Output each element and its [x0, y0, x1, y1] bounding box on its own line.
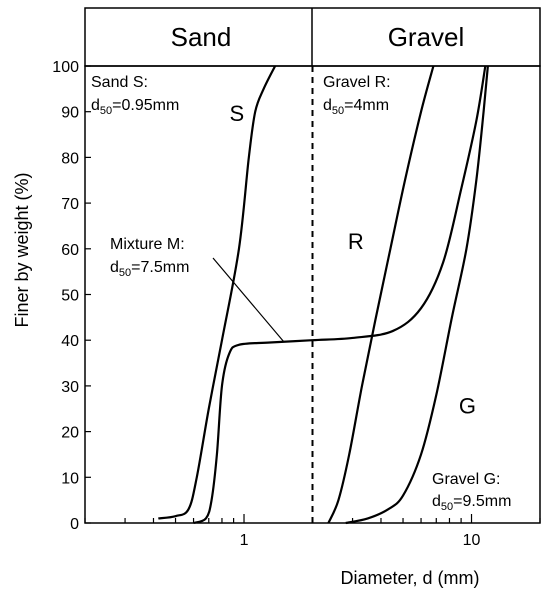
- header-gravel-label: Gravel: [388, 22, 465, 52]
- curve-mixture-m: [193, 65, 487, 525]
- y-tick-label: 80: [61, 150, 79, 167]
- y-tick-label: 40: [61, 333, 79, 350]
- annotation-gravel-r-d50: d50=4mm: [323, 97, 389, 117]
- y-tick-label: 0: [70, 516, 79, 533]
- curve-r: [327, 65, 435, 524]
- y-tick-label: 100: [52, 59, 79, 76]
- y-tick-label: 30: [61, 379, 79, 396]
- annotation-mixture-m-title: Mixture M:: [110, 236, 185, 253]
- curve-label-s: S: [230, 101, 245, 126]
- y-tick-label: 60: [61, 242, 79, 259]
- y-tick-label: 70: [61, 196, 79, 213]
- annotation-sand-s-title: Sand S:: [91, 74, 148, 91]
- x-tick-label: 1: [240, 532, 249, 549]
- x-axis-title: Diameter, d (mm): [340, 568, 479, 588]
- annotation-gravel-g: Gravel G: d50=9.5mm: [432, 471, 511, 513]
- annotation-mixture-m-d50: d50=7.5mm: [110, 259, 189, 279]
- y-tick-label: 10: [61, 470, 79, 487]
- y-tick-label: 90: [61, 105, 79, 122]
- y-axis-title: Finer by weight (%): [12, 172, 32, 327]
- curve-g: [345, 65, 489, 525]
- y-tick-label: 50: [61, 288, 79, 305]
- annotation-mixture-m-leader: [212, 257, 285, 343]
- annotation-gravel-r-title: Gravel R:: [323, 74, 391, 91]
- curve-label-r: R: [348, 229, 364, 254]
- annotation-gravel-r: Gravel R: d50=4mm: [323, 74, 391, 117]
- header-band: Sand Gravel: [84, 7, 541, 67]
- annotation-gravel-g-d50: d50=9.5mm: [432, 493, 511, 513]
- curve-label-g: G: [459, 393, 476, 418]
- annotation-gravel-g-title: Gravel G:: [432, 471, 500, 488]
- annotation-mixture-m-bg: [108, 230, 214, 278]
- annotation-sand-s-d50: d50=0.95mm: [91, 97, 179, 117]
- y-tick-label: 20: [61, 425, 79, 442]
- x-tick-label: 10: [463, 532, 481, 549]
- curves: [158, 65, 489, 525]
- annotation-mixture-m: Mixture M: d50=7.5mm: [108, 230, 285, 343]
- header-sand-label: Sand: [171, 22, 232, 52]
- annotation-sand-s: Sand S: d50=0.95mm: [91, 74, 179, 117]
- curve-s: [158, 65, 277, 520]
